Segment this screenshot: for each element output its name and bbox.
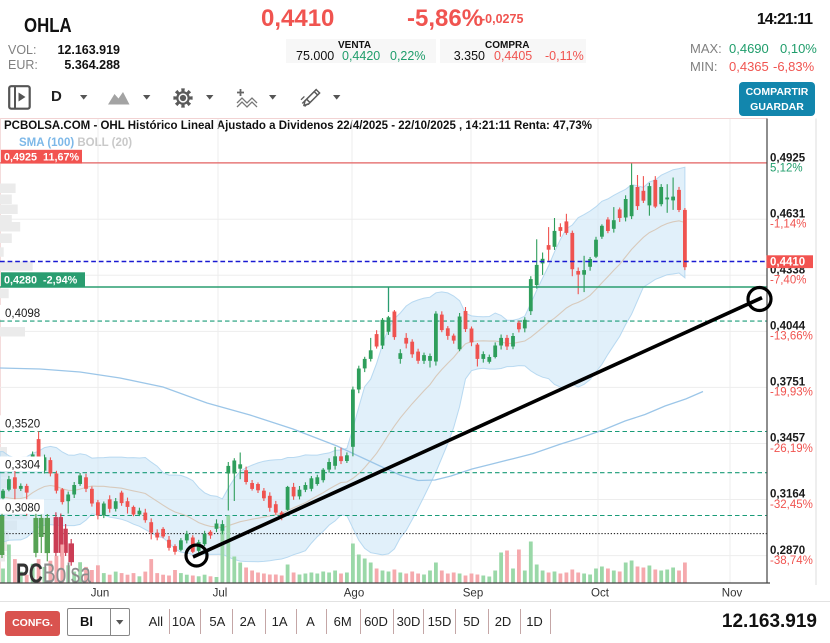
svg-text:0,4410: 0,4410 (770, 257, 805, 269)
svg-text:PCBolsa: PCBolsa (16, 558, 91, 589)
svg-text:0,3520: 0,3520 (5, 418, 40, 430)
svg-text:-26,19%: -26,19% (770, 443, 813, 455)
svg-text:0,4098: 0,4098 (5, 308, 40, 320)
svg-text:0,2870: 0,2870 (770, 545, 805, 557)
svg-text:Nov: Nov (722, 588, 743, 600)
svg-text:0,3457: 0,3457 (770, 433, 805, 445)
svg-text:-32,45%: -32,45% (770, 499, 813, 511)
svg-text:0,3164: 0,3164 (770, 489, 806, 501)
svg-text:Jun: Jun (91, 588, 110, 600)
svg-text:0,4925: 0,4925 (770, 152, 806, 164)
svg-text:Oct: Oct (591, 588, 610, 600)
svg-text:Jul: Jul (213, 588, 228, 600)
svg-text:Ago: Ago (344, 588, 364, 600)
svg-text:0,4631: 0,4631 (770, 209, 806, 221)
svg-text:-7,40%: -7,40% (770, 275, 806, 287)
svg-text:Sep: Sep (463, 588, 483, 600)
svg-text:-13,66%: -13,66% (770, 331, 813, 343)
svg-text:-1,14%: -1,14% (770, 219, 806, 231)
svg-text:0,3080: 0,3080 (5, 502, 40, 514)
svg-text:0,4044: 0,4044 (770, 321, 806, 333)
svg-text:-19,93%: -19,93% (770, 387, 813, 399)
svg-text:0,3304: 0,3304 (5, 460, 41, 472)
svg-text:-38,74%: -38,74% (770, 555, 813, 567)
svg-text:0,3751: 0,3751 (770, 377, 806, 389)
svg-text:5,12%: 5,12% (770, 162, 803, 174)
